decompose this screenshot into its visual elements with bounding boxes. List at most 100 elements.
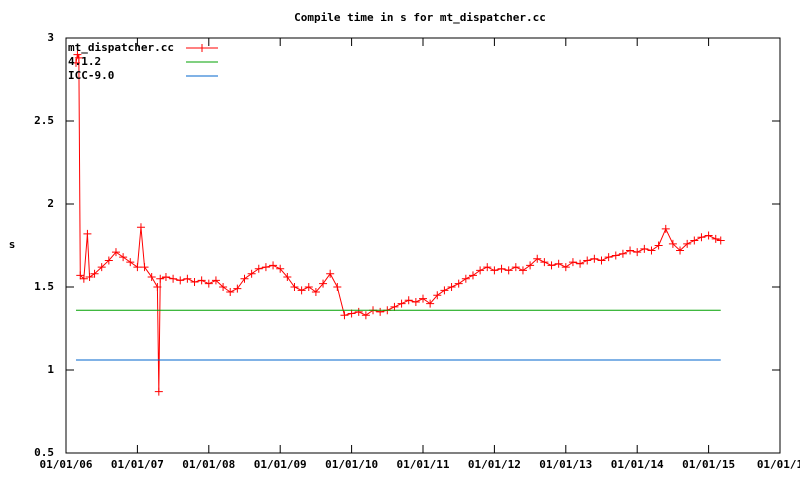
x-tick-label: 01/01/12 [468, 458, 521, 471]
point-marker [85, 273, 94, 282]
point-marker [269, 261, 278, 270]
point-marker [283, 273, 292, 282]
point-marker [390, 302, 399, 311]
point-marker [518, 266, 527, 275]
point-marker [71, 58, 80, 67]
x-tick-label: 01/01/06 [40, 458, 93, 471]
point-marker [161, 273, 170, 282]
point-marker [297, 286, 306, 295]
y-axis-label: s [9, 238, 16, 251]
point-marker [540, 258, 549, 267]
point-marker [461, 274, 470, 283]
series-line [75, 52, 721, 392]
point-marker [154, 387, 163, 396]
point-marker [156, 274, 165, 283]
point-marker [169, 274, 178, 283]
point-marker [419, 294, 427, 303]
point-marker [319, 279, 328, 288]
point-marker [647, 246, 656, 255]
point-marker [583, 256, 592, 265]
point-marker [311, 287, 320, 296]
point-marker [147, 273, 156, 282]
x-tick-label: 01/01/07 [111, 458, 164, 471]
point-marker [126, 258, 135, 267]
point-marker [226, 287, 235, 296]
point-marker [340, 311, 349, 320]
point-marker [504, 266, 513, 275]
point-marker [233, 284, 242, 293]
point-marker [604, 253, 613, 262]
point-marker [511, 263, 520, 272]
point-marker [597, 256, 606, 265]
point-marker [240, 274, 249, 283]
point-marker [716, 236, 725, 245]
point-marker [79, 274, 88, 283]
point-marker [683, 239, 692, 248]
point-marker [190, 278, 199, 287]
y-tick-label: 0.5 [34, 446, 54, 459]
point-marker [668, 239, 677, 248]
point-marker [526, 261, 535, 270]
point-marker [347, 309, 356, 318]
point-marker [74, 53, 83, 62]
point-marker [333, 283, 342, 291]
point-marker [376, 307, 385, 316]
y-tick-label: 1.5 [34, 280, 54, 293]
point-marker [211, 276, 220, 285]
x-tick-label: 01/01/09 [254, 458, 307, 471]
point-marker [261, 263, 270, 272]
x-tick-label: 01/01/11 [397, 458, 450, 471]
point-marker [354, 307, 363, 316]
x-tick-label: 01/01/13 [539, 458, 592, 471]
point-marker [204, 279, 213, 288]
point-marker [247, 269, 256, 278]
point-marker [197, 276, 206, 285]
point-marker [136, 223, 145, 232]
chart-title: Compile time in s for mt_dispatcher.cc [294, 11, 546, 24]
point-marker [618, 249, 627, 258]
point-marker [533, 254, 542, 263]
point-marker [254, 264, 263, 273]
point-marker [483, 263, 492, 272]
point-marker [104, 256, 113, 265]
point-marker [704, 231, 713, 240]
point-marker [219, 283, 228, 291]
y-tick-label: 1 [47, 363, 54, 376]
point-marker [468, 271, 477, 280]
point-marker [433, 291, 442, 300]
point-marker [304, 283, 313, 291]
point-marker [440, 286, 449, 295]
y-tick-label: 2.5 [34, 114, 54, 127]
legend-label: 4.1.2 [68, 55, 101, 68]
point-marker [140, 263, 149, 272]
point-marker [633, 248, 642, 257]
point-marker [661, 224, 670, 233]
point-marker [454, 279, 463, 288]
legend-marker [198, 44, 206, 52]
point-marker [361, 311, 370, 320]
x-tick-label: 01/01/08 [182, 458, 235, 471]
point-marker [576, 259, 585, 268]
point-marker [554, 259, 563, 268]
y-tick-label: 3 [47, 31, 54, 44]
point-marker [83, 229, 92, 238]
point-marker [133, 263, 142, 272]
point-marker [426, 299, 435, 308]
legend-label: mt_dispatcher.cc [68, 41, 174, 54]
point-marker [590, 254, 599, 263]
legend-label: ICC-9.0 [68, 69, 114, 82]
point-marker [119, 253, 128, 262]
y-tick-label: 2 [47, 197, 54, 210]
x-tick-label: 01/01/14 [611, 458, 664, 471]
point-marker [476, 266, 485, 275]
point-marker [626, 246, 635, 255]
point-marker [404, 296, 413, 305]
point-marker [447, 283, 456, 291]
point-marker [183, 274, 192, 283]
point-marker [547, 261, 556, 270]
point-marker [568, 258, 577, 267]
point-marker [690, 236, 699, 245]
point-marker [561, 263, 570, 272]
point-marker [73, 50, 82, 59]
